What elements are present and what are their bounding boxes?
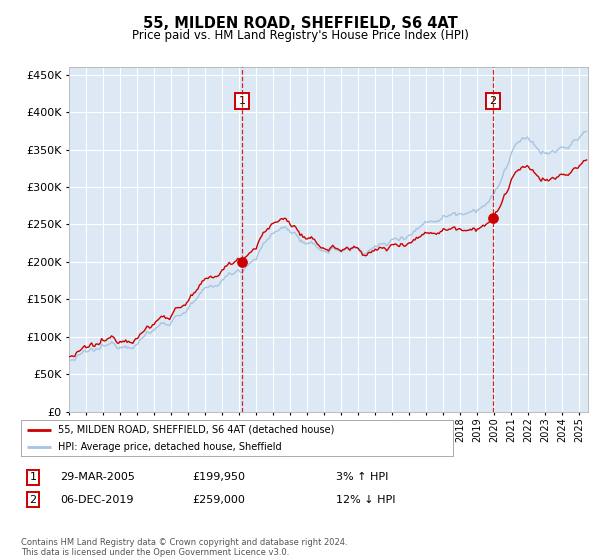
Text: 2: 2 xyxy=(490,96,497,106)
Point xyxy=(488,213,498,222)
Text: £259,000: £259,000 xyxy=(192,494,245,505)
Text: 3% ↑ HPI: 3% ↑ HPI xyxy=(336,472,388,482)
Text: 12% ↓ HPI: 12% ↓ HPI xyxy=(336,494,395,505)
Text: 06-DEC-2019: 06-DEC-2019 xyxy=(60,494,133,505)
Text: 1: 1 xyxy=(238,96,245,106)
Text: HPI: Average price, detached house, Sheffield: HPI: Average price, detached house, Shef… xyxy=(58,442,281,451)
Text: 29-MAR-2005: 29-MAR-2005 xyxy=(60,472,135,482)
Text: £199,950: £199,950 xyxy=(192,472,245,482)
Text: 55, MILDEN ROAD, SHEFFIELD, S6 4AT (detached house): 55, MILDEN ROAD, SHEFFIELD, S6 4AT (deta… xyxy=(58,425,334,435)
Point xyxy=(237,258,247,267)
Text: Contains HM Land Registry data © Crown copyright and database right 2024.
This d: Contains HM Land Registry data © Crown c… xyxy=(21,538,347,557)
Text: 2: 2 xyxy=(29,494,37,505)
Text: Price paid vs. HM Land Registry's House Price Index (HPI): Price paid vs. HM Land Registry's House … xyxy=(131,29,469,42)
Text: 1: 1 xyxy=(29,472,37,482)
Text: 55, MILDEN ROAD, SHEFFIELD, S6 4AT: 55, MILDEN ROAD, SHEFFIELD, S6 4AT xyxy=(143,16,457,31)
